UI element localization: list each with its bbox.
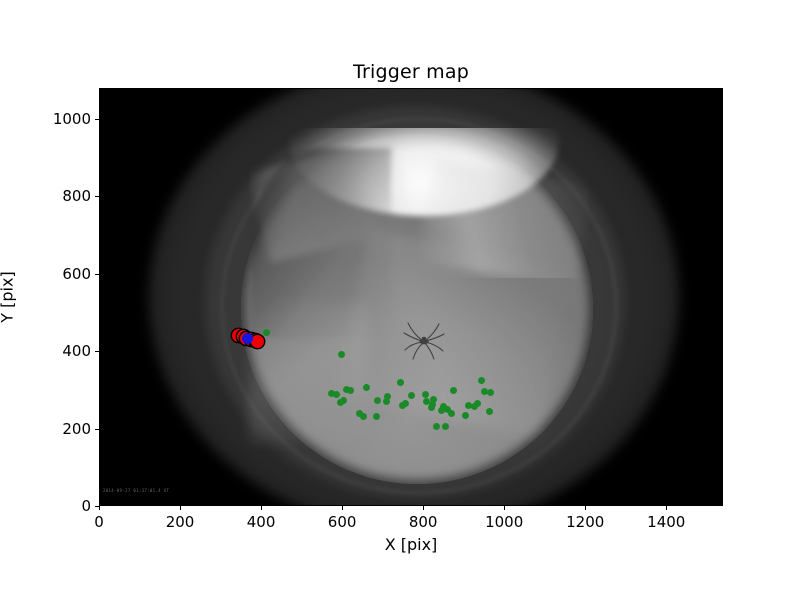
x-tick-mark [342,506,344,510]
scatter-point [477,376,485,384]
x-axis-ticks: 0 200 400 600 800 1000 1200 1400 [94,506,723,536]
all-sky-image: 2014-09-27 01:37:01.4 UT [99,88,723,506]
y-tick-label: 1000 [52,109,91,128]
y-tick-label: 0 [81,497,91,515]
scatter-point [363,383,371,391]
image-timestamp-overlay: 2014-09-27 01:37:01.4 UT [103,488,170,493]
scatter-point [360,413,368,421]
y-tick-label: 600 [62,264,91,283]
spider-silhouette-icon [403,322,445,360]
scatter-point [481,387,489,395]
scatter-point [461,412,469,420]
y-tick-mark [95,506,99,507]
y-tick-label: 400 [62,342,91,361]
scatter-point [373,412,381,420]
scatter-point [473,399,481,407]
x-tick-mark [99,506,100,510]
scatter-point [421,390,429,398]
y-tick-mark [95,428,99,430]
x-tick-label: 0 [94,513,104,531]
x-tick-mark [423,506,425,510]
scatter-point [486,389,494,397]
y-tick-mark [95,351,99,353]
x-tick-label: 200 [165,513,195,531]
scatter-point [262,329,270,337]
scatter-point [430,395,438,403]
scatter-point [343,386,351,394]
scatter-point [485,407,493,415]
scatter-point [407,392,415,400]
scatter-point [347,386,355,394]
scatter-point [373,397,381,405]
scatter-point [332,391,340,399]
x-tick-label: 400 [246,513,276,531]
scatter-point [327,389,335,397]
x-tick-label: 1400 [647,513,686,531]
scatter-point [383,398,391,405]
scatter-point [397,378,405,386]
x-tick-mark [585,506,587,510]
x-tick-label: 1200 [566,513,605,531]
scatter-point [251,334,265,348]
scatter-point [438,406,446,414]
x-tick-mark [666,506,668,510]
x-tick-label: 600 [327,513,357,531]
scatter-point [443,405,451,413]
dome-halo-ring [221,118,617,494]
scatter-point [441,423,449,431]
scatter-point [439,403,447,411]
y-tick-label: 200 [62,419,91,438]
x-axis-label: X [pix] [384,535,438,554]
page-title: Trigger map [353,61,469,83]
scatter-point [433,422,441,430]
y-axis-ticks: 0 200 400 600 800 1000 [0,88,99,515]
x-tick-label: 800 [408,513,438,531]
y-tick-label: 800 [62,187,91,206]
scatter-point [383,393,391,401]
scatter-point [340,397,348,405]
scatter-point [356,409,364,417]
scatter-point [449,386,457,394]
scatter-point [465,402,473,410]
plot-area[interactable]: 2014-09-27 01:37:01.4 UT [99,88,723,506]
scatter-point [241,332,253,344]
scatter-point [422,397,430,405]
scatter-point [429,400,437,408]
y-tick-mark [95,273,99,275]
x-tick-mark [261,506,263,510]
x-tick-mark [504,506,506,510]
scatter-point [448,409,456,417]
x-tick-label: 1000 [485,513,524,531]
horizon-silhouette [251,148,391,338]
x-tick-mark [180,506,182,510]
y-tick-mark [95,196,99,198]
y-tick-mark [95,118,99,120]
scatter-point [402,399,410,407]
y-axis-label: Y [pix] [0,271,17,322]
scatter-point [337,350,345,358]
